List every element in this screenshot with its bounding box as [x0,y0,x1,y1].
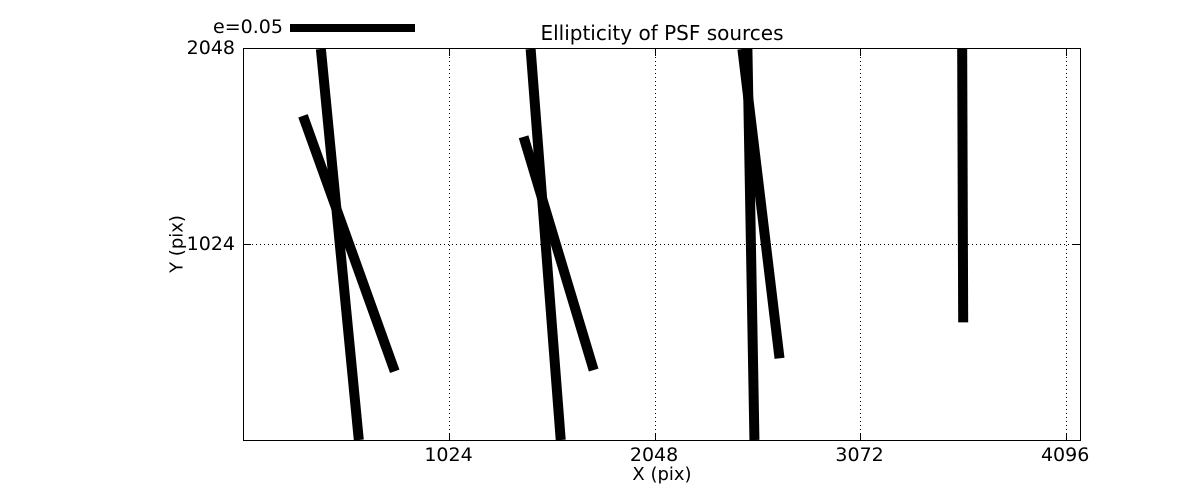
y-tick-label: 1024 [186,232,235,255]
x-tick-label: 2048 [629,444,679,466]
x-tick-top [860,49,862,56]
whisker-line [737,49,785,359]
x-tick-label: 4096 [1040,444,1090,466]
gridline-y-1024 [244,244,1080,245]
x-tick-top [1065,49,1067,56]
x-tick-bottom [654,433,656,440]
plot-area [243,48,1081,441]
x-tick-bottom [449,433,451,440]
x-tick-top [654,49,656,56]
x-axis-label: X (pix) [632,464,692,485]
x-tick-bottom [1065,433,1067,440]
x-tick-bottom [860,433,862,440]
whisker-line [957,49,969,323]
x-tick-top [449,49,451,56]
y-tick-right [1073,244,1080,245]
whisker-line [518,135,599,372]
y-tick-left [244,244,251,245]
whisker-line [298,114,400,373]
y-tick-label: 2048 [186,37,235,59]
legend-label: e=0.05 [213,16,283,38]
whisker-line [315,49,364,440]
x-tick-label: 1024 [424,444,473,466]
legend: e=0.05 [213,17,415,38]
whisker-plot [298,49,969,440]
legend-scale-bar [289,23,415,32]
whisker-line [525,49,566,440]
x-tick-label: 3072 [835,444,884,466]
chart-title: Ellipticity of PSF sources [540,21,784,45]
